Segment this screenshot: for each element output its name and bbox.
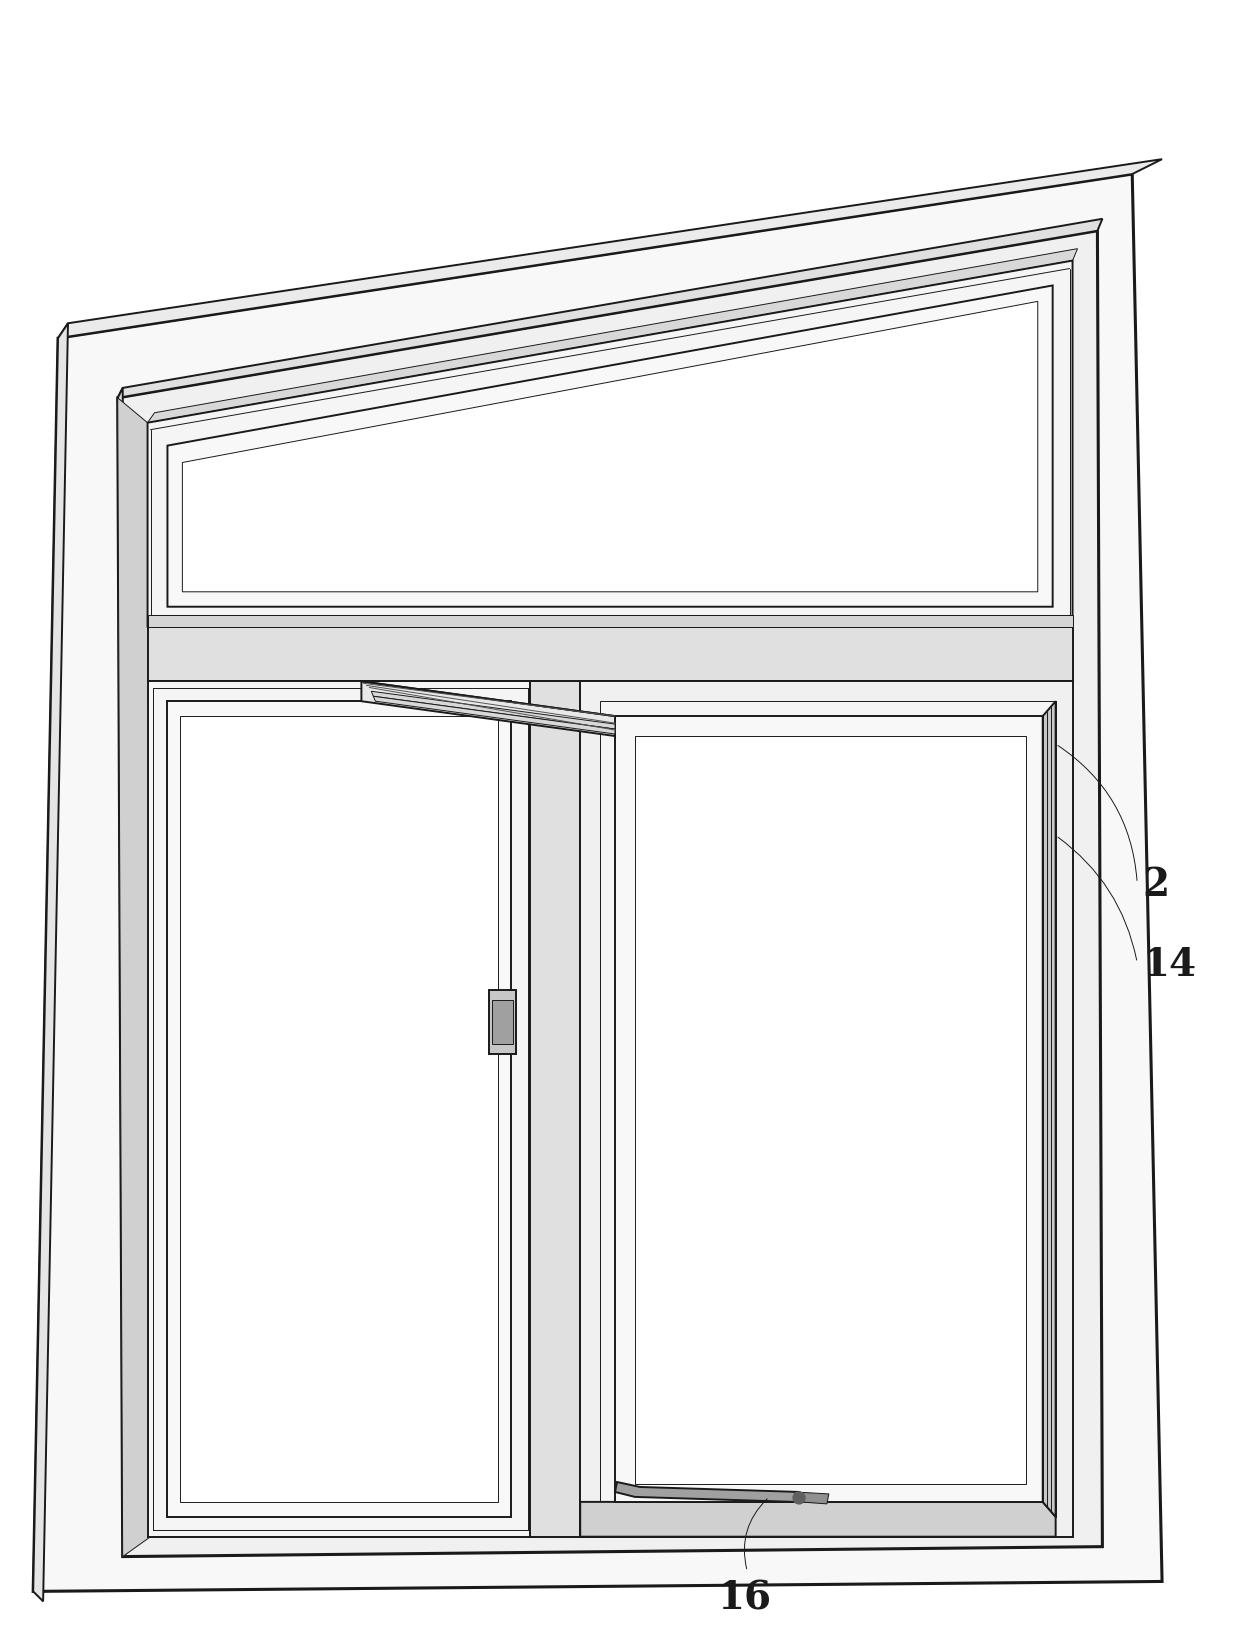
Polygon shape [58, 159, 1162, 338]
Polygon shape [148, 626, 1073, 681]
Polygon shape [794, 1493, 828, 1504]
Polygon shape [180, 715, 497, 1502]
Polygon shape [118, 220, 1102, 398]
Polygon shape [1043, 701, 1055, 1517]
Polygon shape [148, 260, 1073, 626]
Polygon shape [33, 174, 1162, 1592]
Polygon shape [531, 681, 580, 1537]
Polygon shape [361, 681, 615, 737]
Polygon shape [167, 286, 1053, 606]
Polygon shape [118, 389, 133, 1556]
Polygon shape [371, 691, 615, 728]
Polygon shape [580, 681, 1073, 1537]
Polygon shape [148, 615, 1073, 626]
Polygon shape [148, 681, 531, 1537]
Polygon shape [167, 701, 511, 1517]
Polygon shape [600, 701, 1055, 1517]
Polygon shape [635, 737, 1025, 1485]
Polygon shape [615, 715, 1043, 1502]
Polygon shape [118, 398, 150, 1556]
Polygon shape [580, 1502, 1055, 1537]
Text: 2: 2 [1142, 867, 1169, 904]
Polygon shape [148, 249, 1078, 423]
Text: 14: 14 [1142, 946, 1197, 984]
Polygon shape [33, 324, 68, 1602]
Polygon shape [373, 696, 615, 733]
Polygon shape [489, 990, 516, 1054]
Polygon shape [118, 231, 1102, 1556]
Polygon shape [615, 1481, 799, 1502]
Polygon shape [492, 1000, 512, 1044]
Polygon shape [182, 301, 1038, 592]
Text: 16: 16 [717, 1579, 771, 1618]
Circle shape [794, 1493, 805, 1504]
